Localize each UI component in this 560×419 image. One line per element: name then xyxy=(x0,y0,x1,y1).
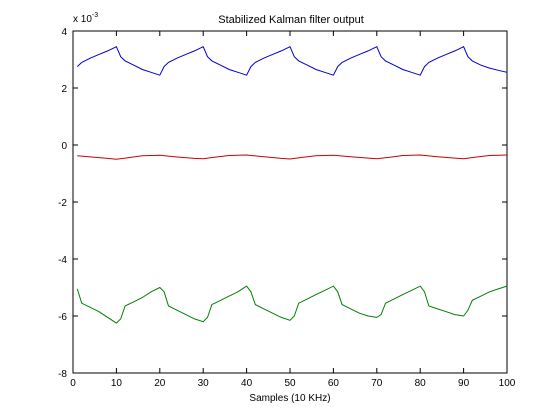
y-scale-base: x 10 xyxy=(73,14,92,25)
y-tick-label: 4 xyxy=(61,27,67,38)
series-line-red xyxy=(77,154,508,160)
y-axis-scale-factor: x 10-3 xyxy=(73,12,98,25)
x-tick-label: 50 xyxy=(284,378,296,389)
x-tick-label: 80 xyxy=(415,378,427,389)
y-tick-label: 0 xyxy=(61,141,67,152)
x-tick-label: 30 xyxy=(198,378,210,389)
y-tick-label: -4 xyxy=(58,255,67,266)
series-line-green xyxy=(76,285,508,324)
x-tick-label: 10 xyxy=(111,378,123,389)
y-tick-label: -8 xyxy=(58,369,67,380)
series-line-blue xyxy=(76,46,508,76)
y-tick-label: -2 xyxy=(58,198,67,209)
x-tick-label: 60 xyxy=(328,378,340,389)
x-axis-ticks: 0 10 20 30 40 50 60 70 80 90 100 xyxy=(70,31,516,389)
y-tick-label: 2 xyxy=(61,84,67,95)
plot-area-frame xyxy=(72,30,508,374)
x-tick-label: 40 xyxy=(241,378,253,389)
y-axis-ticks: -8 -6 -4 -2 0 2 4 xyxy=(58,27,507,380)
x-tick-label: 20 xyxy=(154,378,166,389)
x-tick-label: 100 xyxy=(499,378,516,389)
x-tick-label: 0 xyxy=(70,378,76,389)
x-axis-label: Samples (10 KHz) xyxy=(249,393,330,404)
x-tick-label: 90 xyxy=(458,378,470,389)
y-tick-label: -6 xyxy=(58,312,67,323)
chart-title: Stabilized Kalman filter output xyxy=(218,14,364,26)
x-tick-label: 70 xyxy=(371,378,383,389)
series-layer xyxy=(76,46,508,324)
y-scale-exponent: -3 xyxy=(92,12,98,19)
